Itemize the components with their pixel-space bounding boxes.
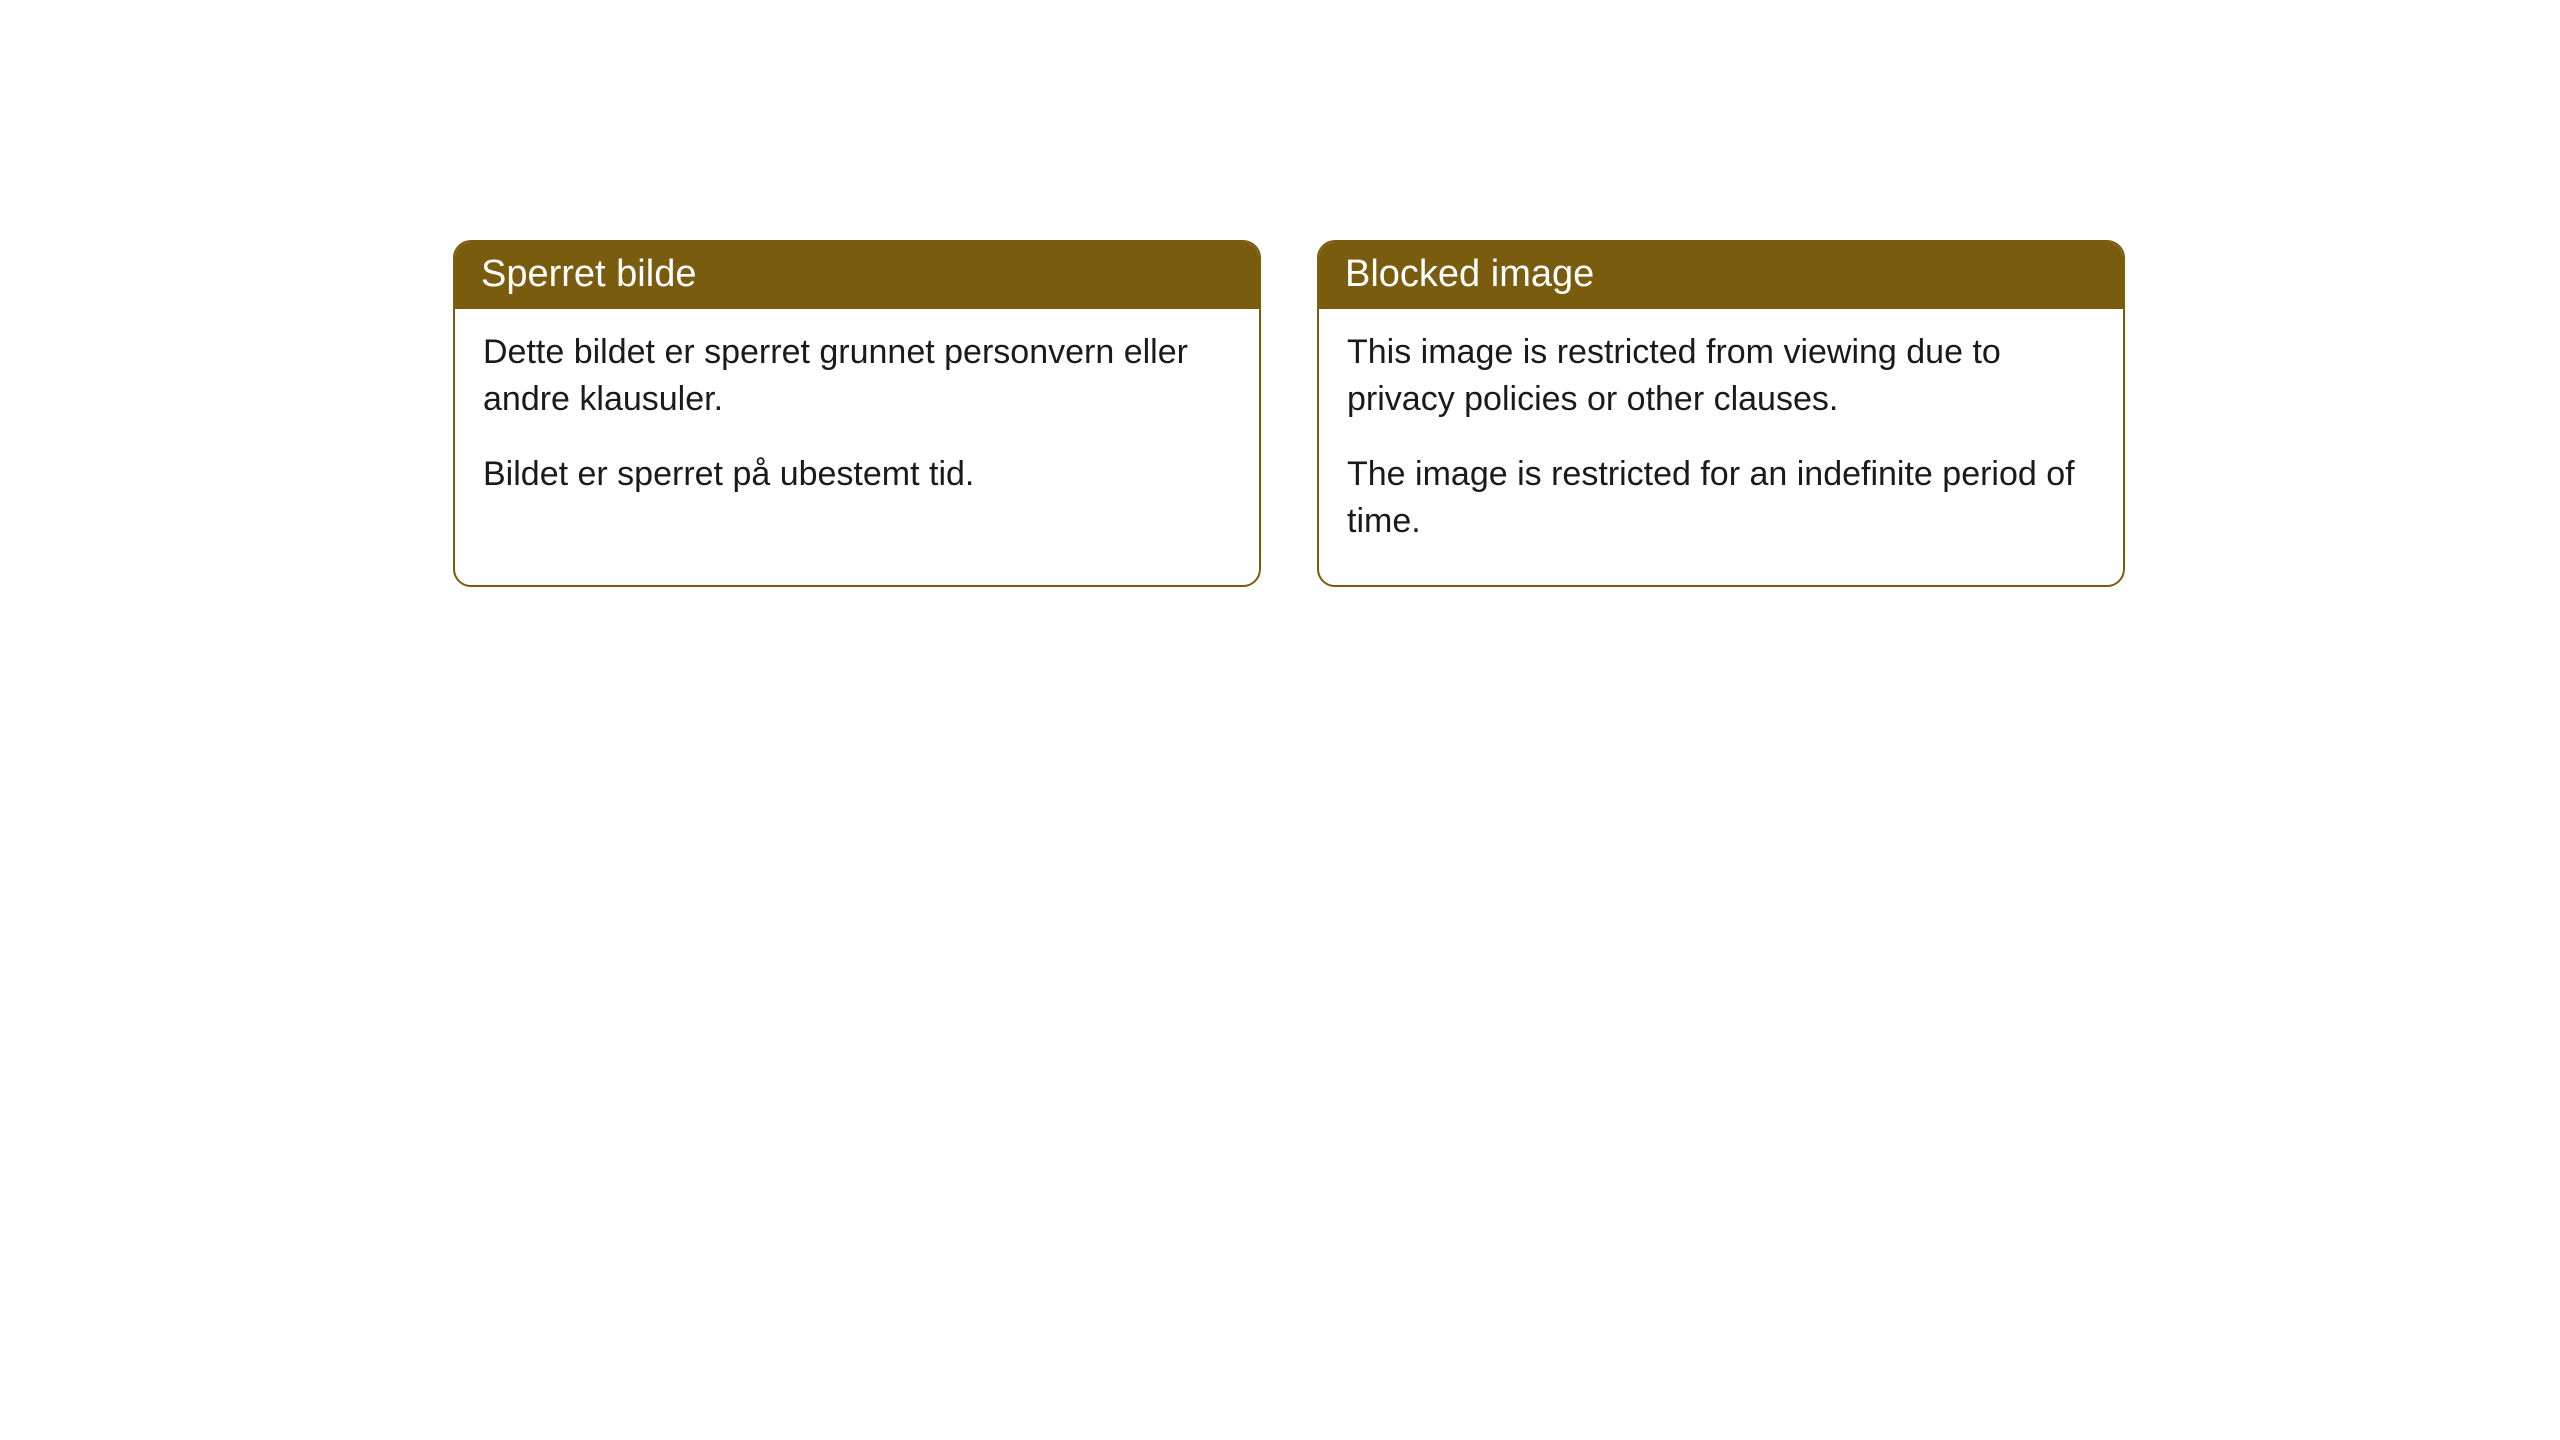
notice-card-english: Blocked image This image is restricted f… bbox=[1317, 240, 2125, 587]
notice-paragraph: The image is restricted for an indefinit… bbox=[1347, 451, 2095, 545]
notice-header: Sperret bilde bbox=[455, 242, 1259, 309]
notice-container: Sperret bilde Dette bildet er sperret gr… bbox=[453, 240, 2125, 587]
notice-body: Dette bildet er sperret grunnet personve… bbox=[455, 309, 1259, 538]
notice-header: Blocked image bbox=[1319, 242, 2123, 309]
notice-body: This image is restricted from viewing du… bbox=[1319, 309, 2123, 585]
notice-paragraph: Bildet er sperret på ubestemt tid. bbox=[483, 451, 1231, 498]
notice-title: Sperret bilde bbox=[481, 253, 696, 295]
notice-paragraph: Dette bildet er sperret grunnet personve… bbox=[483, 329, 1231, 423]
notice-card-norwegian: Sperret bilde Dette bildet er sperret gr… bbox=[453, 240, 1261, 587]
notice-paragraph: This image is restricted from viewing du… bbox=[1347, 329, 2095, 423]
notice-title: Blocked image bbox=[1345, 253, 1594, 295]
